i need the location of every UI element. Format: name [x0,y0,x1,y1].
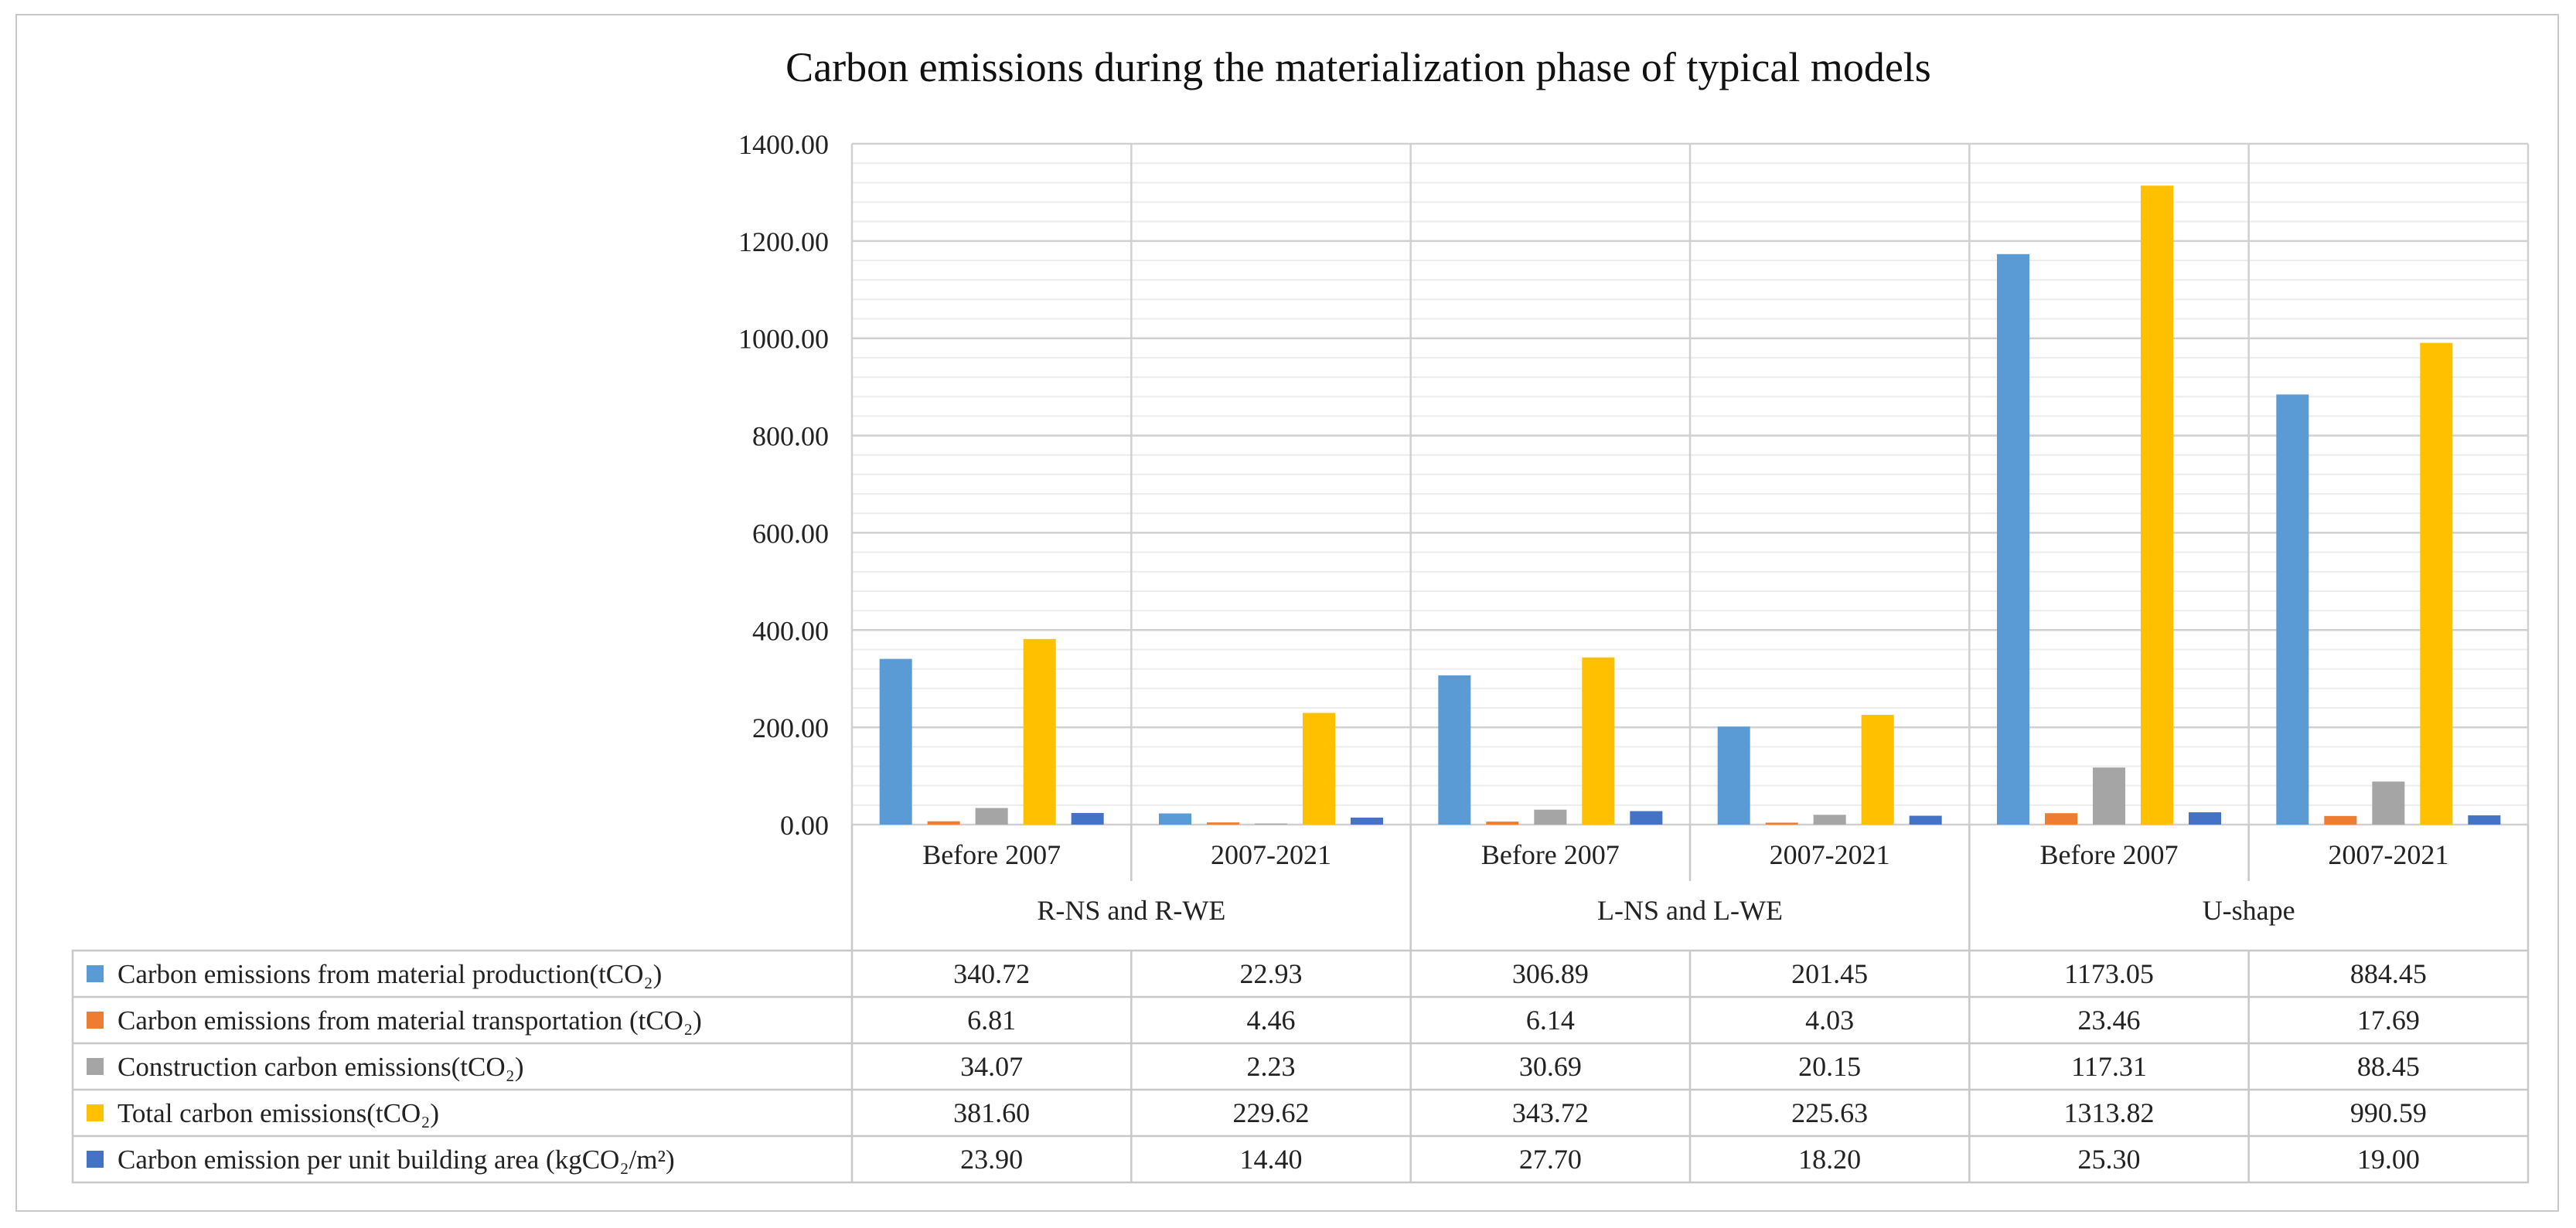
table-cell-value: 19.00 [2357,1144,2420,1175]
y-axis: 0.00 200.00 400.00 600.00 800.00 1000.00 1200.… [738,129,829,841]
bar [1303,713,1335,825]
bar [1071,812,1104,825]
table-cell-value: 20.15 [1798,1051,1861,1082]
y-tick-label: 600.00 [752,518,829,549]
table-cell-value: 17.69 [2357,1005,2420,1036]
bar [1630,811,1663,825]
table-cell-value: 343.72 [1512,1097,1589,1128]
x-group-label: R-NS and R-WE [1037,895,1225,926]
x-group-label: L-NS and L-WE [1597,895,1783,926]
legend-swatch [87,1151,104,1168]
legend-label: Carbon emissions from material transport… [118,1005,702,1036]
table-cell-value: 990.59 [2350,1097,2427,1128]
bar [2276,394,2309,825]
legend-label: Carbon emission per unit building area (… [118,1145,675,1175]
bar [1765,822,1798,825]
grid [850,142,2530,826]
table-cell-value: 201.45 [1791,958,1868,989]
bar [1159,813,1191,825]
x-category-label: Before 2007 [922,839,1061,870]
x-category-label: Before 2007 [1481,839,1620,870]
table-cell-value: 117.31 [2071,1051,2147,1082]
x-group-label: U-shape [2203,895,2295,926]
legend-swatch [87,1058,104,1075]
bar [1023,638,1056,825]
table-cell-value: 14.40 [1240,1144,1303,1175]
bar [1207,822,1239,825]
bar [2324,815,2357,825]
y-tick-label: 0.00 [780,810,829,841]
table-cell-value: 4.46 [1247,1005,1296,1036]
table-cell-value: 1173.05 [2064,958,2154,989]
legend-label: Carbon emissions from material productio… [118,959,662,989]
table-cell-value: 88.45 [2357,1051,2420,1082]
table-border [71,949,2530,1184]
table-cell-value: 225.63 [1791,1097,1868,1128]
table-cell-value: 6.81 [967,1005,1016,1036]
y-tick-label: 800.00 [752,421,829,452]
bar [1534,809,1567,825]
table-cell-value: 18.20 [1798,1144,1861,1175]
bar [1861,715,1894,825]
bar [1438,675,1471,825]
bar [1717,726,1750,825]
data-table: Before 2007 2007-2021 Before 2007 2007-2021… [71,825,2530,1184]
table-cell-value: 4.03 [1805,1005,1854,1036]
bar [1813,815,1846,825]
legend-swatch [87,1104,104,1121]
table-cell-value: 6.14 [1526,1005,1575,1036]
bar [879,658,912,825]
bar [1997,253,2029,825]
bar [1486,822,1519,825]
bar [2045,813,2077,825]
y-tick-label: 1200.00 [738,226,829,257]
x-category-label: 2007-2021 [2328,839,2448,870]
legend-label: Total carbon emissions(tCO₂) [118,1098,439,1128]
x-category-label: 2007-2021 [1770,839,1890,870]
bar [1351,817,1383,825]
table-cell-value: 25.30 [2078,1144,2141,1175]
bar [975,808,1008,825]
y-tick-label: 1400.00 [738,129,829,160]
bar [1582,657,1615,825]
bar [927,821,960,825]
bar [2093,767,2125,825]
y-tick-label: 200.00 [752,713,829,743]
table-cell-value: 23.46 [2078,1005,2141,1036]
table-cell-value: 340.72 [953,958,1030,989]
table-cell-value: 2.23 [1247,1051,1296,1082]
bar [2468,815,2501,825]
bar [1909,815,1942,825]
table-cell-value: 381.60 [953,1097,1030,1128]
legend-swatch [87,1012,104,1029]
legend-swatch [87,965,104,982]
bar [1255,823,1287,825]
y-tick-label: 1000.00 [738,324,829,355]
bar [2141,185,2173,825]
legend-label: Construction carbon emissions(tCO₂) [118,1052,523,1082]
table-cell-value: 884.45 [2350,958,2427,989]
bar [2372,781,2405,825]
bar [2420,342,2453,825]
y-tick-label: 400.00 [752,615,829,646]
bar [2189,812,2221,825]
table-cell-value: 22.93 [1240,958,1303,989]
table-cell-value: 34.07 [960,1051,1023,1082]
chart-title: Carbon emissions during the materializat… [785,44,1931,90]
table-cell-value: 27.70 [1519,1144,1582,1175]
table-cell-value: 306.89 [1512,958,1589,989]
chart-frame: Carbon emissions during the materializat… [15,14,2559,1212]
chart: Carbon emissions during the materializat… [71,44,2530,1184]
x-category-label: 2007-2021 [1211,839,1331,870]
bars [879,185,2501,825]
table-cell-value: 1313.82 [2064,1097,2155,1128]
table-cell-value: 23.90 [960,1144,1023,1175]
table-cell-value: 30.69 [1519,1051,1582,1082]
x-category-label: Before 2007 [2040,839,2179,870]
table-cell-value: 229.62 [1233,1097,1310,1128]
